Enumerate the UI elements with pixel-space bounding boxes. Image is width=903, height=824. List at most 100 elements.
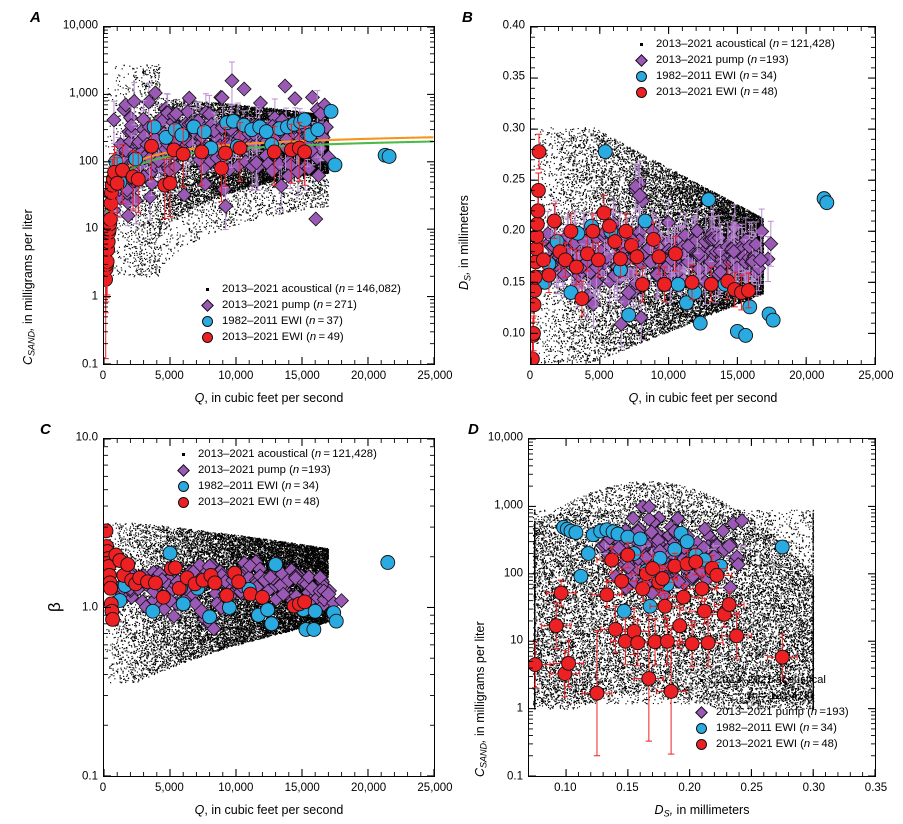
ewi-2013-circle-icon <box>636 87 647 98</box>
y-tick-label: 10 <box>85 224 103 236</box>
y-tick-label: 0.35 <box>503 72 530 84</box>
panel-b-x-axis-title: Q, in cubic feet per second <box>530 392 876 405</box>
x-tick-label: 0.10 <box>554 777 576 795</box>
ewi-1982-circle-icon <box>202 316 213 327</box>
legend-symbol <box>196 332 218 343</box>
legend-item[interactable]: 2013–2021 EWI (n = 48) <box>690 736 849 752</box>
legend-item-label: 2013–2021 EWI (n = 48) <box>712 736 838 752</box>
x-tick-label: 0.15 <box>616 777 638 795</box>
legend-item-label: 1982–2011 EWI (n = 34) <box>652 68 777 84</box>
x-tick-label: 15,000 <box>285 777 320 795</box>
y-tick-label: 0.25 <box>503 174 530 186</box>
x-tick-label: 25,000 <box>417 777 452 795</box>
panel-d-x-axis-title: DS, in millimeters <box>528 804 876 819</box>
acoustical-dot-icon <box>700 679 703 682</box>
y-tick-label: 1,000 <box>69 88 103 100</box>
x-tick-label: 10,000 <box>651 365 686 383</box>
legend-item[interactable]: 2013–2021 acoustical <box>690 672 849 688</box>
ewi-1982-circle-icon <box>636 71 647 82</box>
y-tick-label: 0.1 <box>507 771 528 783</box>
legend-item-label: 2013–2021 pump (n = 271) <box>218 297 357 313</box>
panel-c-letter: C <box>40 422 51 437</box>
legend-item[interactable]: 1982–2011 EWI (n = 34) <box>630 68 835 84</box>
legend-symbol <box>690 708 712 717</box>
panel-d-y-axis-title: CSAND, in milligrams per liter <box>474 621 489 777</box>
x-tick-label: 5,000 <box>155 777 184 795</box>
legend-symbol <box>196 316 218 327</box>
legend-item[interactable]: 1982–2011 EWI (n = 34) <box>172 478 377 494</box>
legend-item[interactable]: 2013–2021 pump (n =193) <box>172 462 377 478</box>
panel-b-legend: 2013–2021 acoustical (n = 121,428) 2013–2… <box>630 36 835 100</box>
legend-item[interactable]: 2013–2021 EWI (n = 48) <box>172 494 377 510</box>
acoustical-dot-icon <box>206 288 209 291</box>
ewi-2013-circle-icon <box>202 332 213 343</box>
panel-d-letter: D <box>468 422 479 437</box>
panel-a-x-axis-title: Q, in cubic feet per second <box>103 392 435 405</box>
x-tick-label: 5,000 <box>585 365 614 383</box>
legend-item[interactable]: 2013–2021 pump (n =193) <box>630 52 835 68</box>
x-tick-label: 20,000 <box>351 365 386 383</box>
legend-item[interactable]: (n = 121,428) <box>690 688 849 704</box>
legend-symbol <box>630 87 652 98</box>
panel-d-legend: 2013–2021 acoustical (n = 121,428) 2013–20… <box>690 672 849 752</box>
ewi-2013-circle-icon <box>696 739 707 750</box>
legend-item[interactable]: 2013–2021 EWI (n = 48) <box>630 84 835 100</box>
y-tick-label: 1,000 <box>494 500 528 512</box>
panel-b-letter: B <box>462 10 473 25</box>
x-tick-label: 5,000 <box>155 365 184 383</box>
x-tick-label: 25,000 <box>417 365 452 383</box>
legend-symbol <box>172 481 194 492</box>
y-tick-label: 1 <box>92 291 103 303</box>
legend-symbol <box>690 679 712 682</box>
y-tick-label: 10,000 <box>488 432 528 444</box>
panel-a-letter: A <box>30 10 41 25</box>
x-tick-label: 0.25 <box>741 777 763 795</box>
legend-item-label: 2013–2021 acoustical (n = 121,428) <box>194 446 377 462</box>
ewi-2013-circle-icon <box>178 497 189 508</box>
x-tick-label: 0 <box>527 365 533 383</box>
acoustical-dot-icon <box>640 43 643 46</box>
ewi-1982-circle-icon <box>178 481 189 492</box>
y-tick-label: 10.0 <box>76 432 103 444</box>
legend-item-label: 2013–2021 EWI (n = 48) <box>652 84 778 100</box>
x-tick-label: 25,000 <box>858 365 893 383</box>
legend-item[interactable]: 2013–2021 EWI (n = 49) <box>196 329 401 345</box>
y-tick-label: 10,000 <box>63 20 103 32</box>
x-tick-label: 0.20 <box>678 777 700 795</box>
legend-item-label: 2013–2021 pump (n =193) <box>652 52 789 68</box>
x-tick-label: 15,000 <box>720 365 755 383</box>
legend-item[interactable]: 1982–2011 EWI (n = 37) <box>196 313 401 329</box>
y-tick-label: 100 <box>79 156 103 168</box>
panel-a-legend: 2013–2021 acoustical (n = 146,082) 2013–2… <box>196 281 401 345</box>
legend-item-label: 2013–2021 pump (n =193) <box>194 462 331 478</box>
legend-symbol <box>172 466 194 475</box>
legend-item-label: 2013–2021 EWI (n = 49) <box>218 329 344 345</box>
legend-item[interactable]: 2013–2021 acoustical (n = 121,428) <box>630 36 835 52</box>
legend-item[interactable]: 2013–2021 acoustical (n = 121,428) <box>172 446 377 462</box>
legend-symbol <box>196 301 218 310</box>
legend-symbol <box>172 497 194 508</box>
panel-a-y-axis-title: CSAND, in milligrams per liter <box>22 209 37 365</box>
legend-item[interactable]: 1982–2011 EWI (n = 34) <box>690 720 849 736</box>
panel-c-y-axis-title: β <box>46 602 63 612</box>
y-tick-label: 1 <box>517 703 528 715</box>
legend-item-label: 2013–2021 acoustical (n = 146,082) <box>218 281 401 297</box>
y-tick-label: 0.20 <box>503 226 530 238</box>
y-tick-label: 0.40 <box>503 20 530 32</box>
x-tick-label: 0 <box>100 777 106 795</box>
panel-c-legend: 2013–2021 acoustical (n = 121,428) 2013–2… <box>172 446 377 510</box>
y-tick-label: 0.10 <box>503 328 530 340</box>
y-tick-label: 10 <box>510 636 528 648</box>
legend-item[interactable]: 2013–2021 pump (n = 271) <box>196 297 401 313</box>
y-tick-label: 0.15 <box>503 277 530 289</box>
x-tick-label: 0.30 <box>803 777 825 795</box>
legend-item-label: (n = 121,428) <box>712 688 814 704</box>
panel-c-x-axis-title: Q, in cubic feet per second <box>103 804 435 817</box>
legend-item-label: 2013–2021 acoustical (n = 121,428) <box>652 36 835 52</box>
pump-diamond-icon <box>201 299 214 312</box>
legend-item[interactable]: 2013–2021 pump (n =193) <box>690 704 849 720</box>
legend-item[interactable]: 2013–2021 acoustical (n = 146,082) <box>196 281 401 297</box>
legend-item-label: 1982–2011 EWI (n = 34) <box>712 720 837 736</box>
legend-symbol <box>172 453 194 456</box>
x-tick-label: 20,000 <box>351 777 386 795</box>
